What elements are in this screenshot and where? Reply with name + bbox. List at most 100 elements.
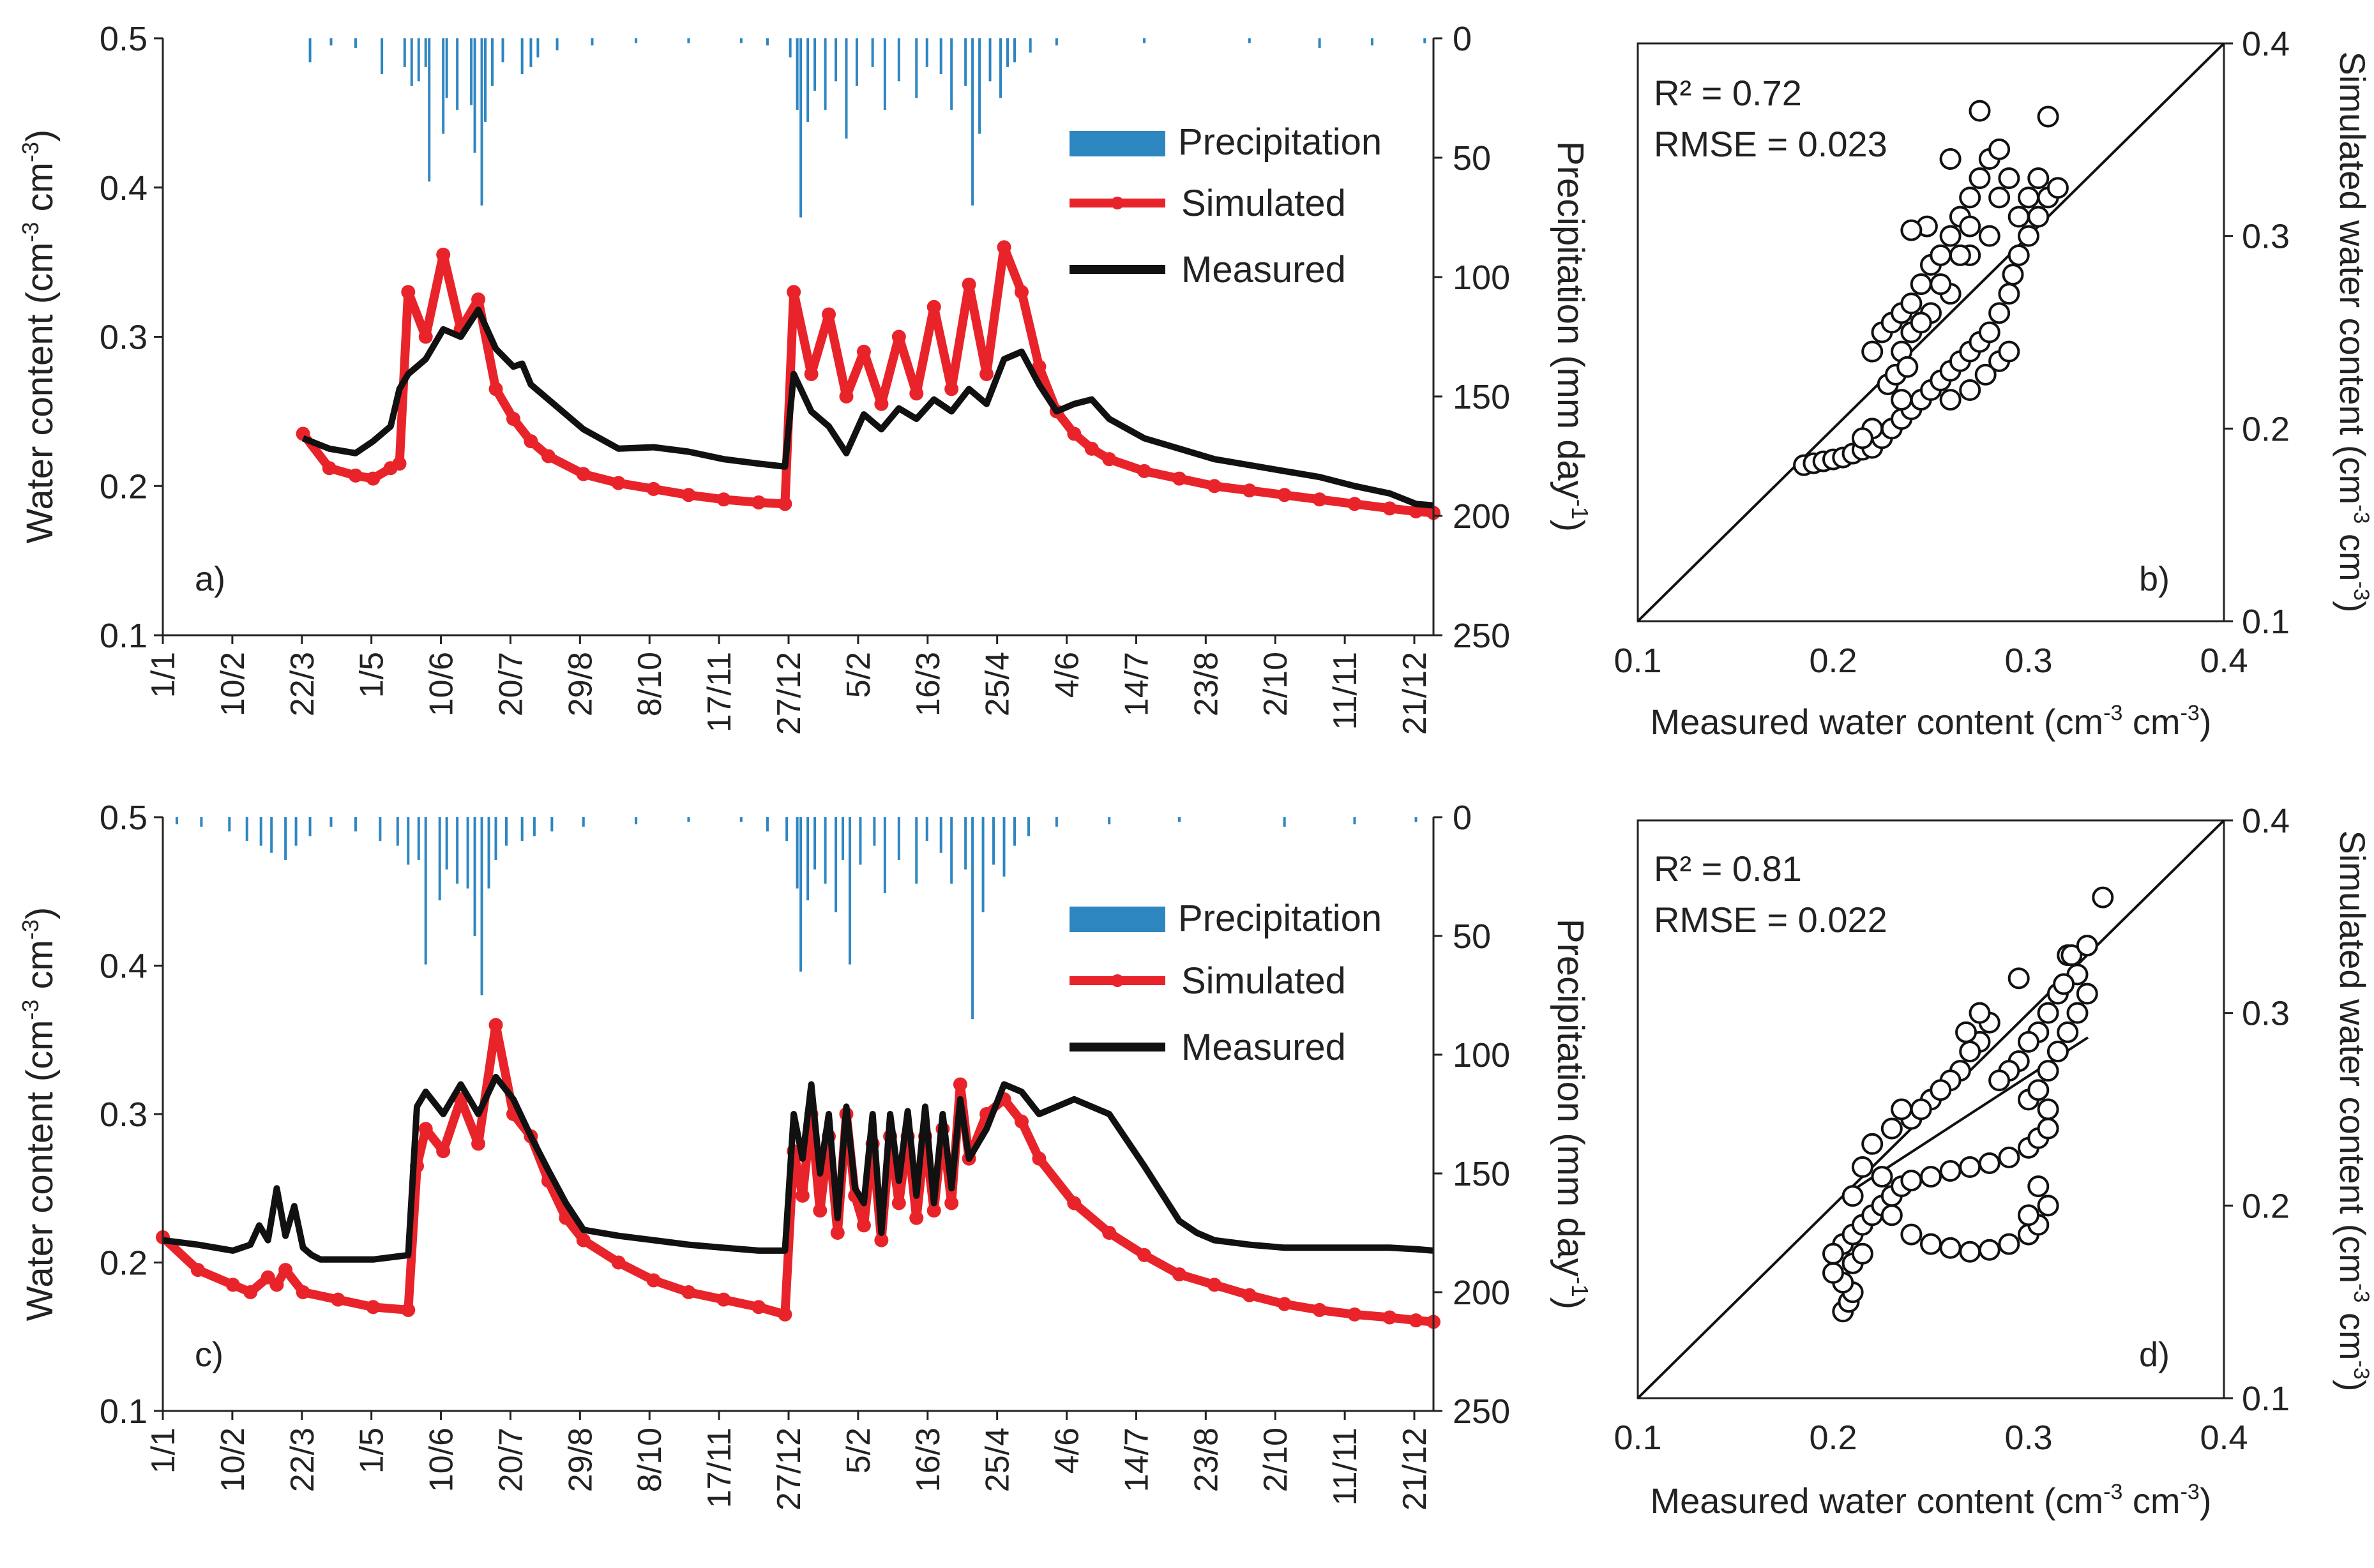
panel-b-point-44 [2007, 206, 2030, 228]
panel-c-precip-bar-57 [1055, 817, 1058, 827]
panel-a-x-tick-label-16: 2/10 [1257, 652, 1294, 716]
panel-c-precip-bar-12 [396, 817, 399, 846]
panel-a-precip-bar-18 [520, 38, 524, 75]
panel-c-left-tick-label-4: 0.5 [100, 799, 147, 837]
panel-c-simulated-point-56 [1172, 1267, 1186, 1282]
panel-c-precip-bar-21 [480, 817, 483, 995]
panel-c-simulated-point-21 [576, 1233, 591, 1248]
panel-d-point-70 [1969, 1002, 1991, 1024]
panel-a-simulated-point-27 [874, 396, 889, 411]
panel-c-x-tick-label-4: 10/6 [423, 1428, 460, 1492]
panel-a-simulated-point-46 [1312, 492, 1327, 507]
panel-a-precip-bar-11 [456, 38, 459, 110]
panel-a-simulated-point-11 [488, 382, 503, 396]
panel-c-simulated-point-33 [830, 1226, 845, 1240]
panel-a-precip-bar-16 [491, 38, 494, 86]
panel-b-point-20 [1988, 302, 2011, 324]
panel-a-simulated-point-6 [401, 285, 416, 299]
panel-b-point-66 [1959, 379, 1981, 401]
panel-d-point-44 [1861, 1133, 1884, 1155]
panel-b-x-ticks: 0.1 0.2 0.3 0.4 [1614, 642, 2248, 680]
panel-a-precip-bar-47 [999, 38, 1002, 98]
panel-b-x-tick-label-0: 0.1 [1614, 642, 1661, 680]
panel-a-precip-bar-52 [1143, 38, 1146, 43]
panel-c-legend-precip-label: Precipitation [1178, 898, 1382, 939]
panel-a-legend-meas-label: Measured [1181, 249, 1346, 290]
panel-a-simulated-point-41 [1137, 464, 1152, 478]
panel-a-simulated-point-32 [962, 277, 976, 292]
panel-d-point-53 [1978, 1239, 2000, 1261]
panel-c-right-ticks: 0 50 100 150 200 250 [1433, 799, 1510, 1431]
panel-d-point-49 [1900, 1223, 1923, 1246]
panel-a-precip-bar-39 [915, 38, 918, 98]
panel-b-x-label: Measured water content (cm-3 cm-3) [1651, 701, 2212, 742]
panel-c-precip-bar-2 [228, 817, 231, 832]
panel-a-left-ticks: 0.1 0.2 0.3 0.4 0.5 [100, 20, 163, 655]
panel-c-simulated-point-54 [1102, 1226, 1117, 1240]
panel-a-x-tick-label-13: 4/6 [1049, 652, 1086, 698]
panel-b-point-33 [1910, 273, 1932, 296]
panel-a-right-ticks: 0 50 100 150 200 250 [1433, 20, 1510, 655]
panel-c-x-tick-label-8: 17/11 [701, 1428, 738, 1508]
panel-b-y-label: Simulated water content (cm-3 cm-3) [2332, 52, 2373, 613]
panel-d-point-17 [1939, 1160, 1962, 1182]
panel-a-x-tick-label-12: 25/4 [979, 652, 1017, 716]
panel-b-point-56 [1959, 215, 1981, 237]
panel-c-simulated-point-27 [778, 1307, 792, 1322]
panel-a-x-tick-label-4: 10/6 [423, 652, 460, 716]
panel-b-point-59 [1939, 148, 1962, 170]
panel-c-x-ticks: 1/1 10/2 22/3 1/5 10/6 20/7 29/8 8/10 17/11 27/12… [145, 1411, 1433, 1511]
panel-b-point-38 [1959, 186, 1981, 209]
panel-a-precip-bar-24 [687, 38, 690, 43]
panel-c-precip-bar-61 [1353, 817, 1356, 825]
panel-b-point-55 [1949, 244, 1971, 266]
panel-d-x-label: Measured water content (cm-3 cm-3) [1651, 1480, 2212, 1521]
panel-c-y-label-right: Precipitation (mm day-1) [1550, 919, 1593, 1309]
panel-c-right-tick-label-0: 0 [1453, 799, 1472, 837]
panel-a-simulated-point-5 [392, 456, 407, 471]
panel-a-simulated-point-12 [506, 412, 520, 426]
panel-c-precip-bar-44 [883, 817, 886, 894]
panel-b-point-43 [2037, 105, 2059, 128]
panel-b-frame [1637, 42, 2225, 622]
panel-a-simulated-point-2 [348, 468, 363, 483]
panel-c-x-tick-label-7: 8/10 [631, 1428, 669, 1492]
panel-c-legend-sim-label: Simulated [1181, 960, 1346, 1002]
panel-c-simulated-point-2 [225, 1278, 240, 1292]
panel-d-point-34 [2092, 886, 2114, 908]
panel-a-precip-bar-36 [871, 38, 874, 67]
panel-d-r2: R² = 0.81 [1654, 848, 1802, 889]
panel-c-precip-bar-8 [308, 817, 312, 836]
panel-a-precip-bar-38 [897, 38, 900, 82]
panel-d-rmse: RMSE = 0.022 [1654, 900, 1887, 940]
panel-a-x-tick-label-11: 16/3 [910, 652, 947, 716]
panel-c-legend: Precipitation Simulated Measured [1070, 898, 1382, 1068]
panel-c-simulated-point-46 [944, 1196, 959, 1210]
panel-c-precip-bar-52 [981, 817, 985, 912]
panel-a-precip-bar-55 [1370, 38, 1373, 46]
panel-c-precip-bar-38 [824, 817, 827, 884]
panel-c-precip-bar-53 [992, 817, 995, 865]
panel-a-simulated-point-18 [681, 488, 696, 502]
panel-b-point-27 [2046, 177, 2069, 199]
panel-c-precip-bar-16 [438, 817, 441, 901]
panel-c-x-tick-label-0: 1/1 [145, 1428, 182, 1474]
panel-c-precip-bar-30 [687, 817, 690, 822]
panel-a-simulated-point-30 [926, 299, 941, 314]
panel-c-precip-bar-13 [407, 817, 410, 865]
panel-a-simulated-point-19 [716, 492, 731, 507]
panel-c-precip-bar-48 [939, 817, 942, 853]
panel-c-right-tick-label-4: 200 [1453, 1274, 1510, 1312]
panel-a-simulated-point-14 [541, 449, 556, 464]
panel-c-x-tick-label-5: 20/7 [492, 1428, 529, 1492]
panel-a-x-tick-label-10: 5/2 [840, 652, 877, 698]
panel-c-precip-bar-26 [533, 817, 536, 836]
panel-c-x-tick-label-18: 21/12 [1396, 1428, 1433, 1511]
panel-a-simulated-point-43 [1207, 479, 1221, 494]
panel-a-right-tick-label-0: 0 [1453, 20, 1472, 58]
panel-d-x-ticks: 0.1 0.2 0.3 0.4 [1614, 1419, 2248, 1457]
panel-b-label: b) [2139, 560, 2170, 598]
panel-c-timeseries: 0.1 0.2 0.3 0.4 0.5 0 50 100 150 200 250 1/1 10/2 2… [17, 799, 1593, 1511]
panel-b-point-47 [1978, 225, 2000, 247]
panel-c-x-tick-label-15: 23/8 [1188, 1428, 1225, 1492]
